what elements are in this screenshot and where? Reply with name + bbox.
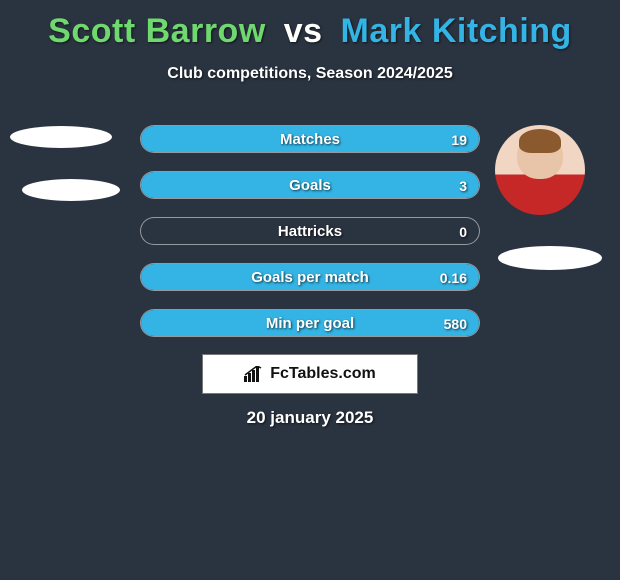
stat-bar-value-right: 3 bbox=[459, 172, 467, 199]
player2-name: Mark Kitching bbox=[341, 12, 572, 50]
stat-bars: Matches19 Goals3 Hattricks0 Goals per match… bbox=[140, 125, 480, 355]
stat-bar: Goals3 bbox=[140, 171, 480, 199]
stat-bar-label: Matches bbox=[141, 126, 479, 153]
stat-bar-value-right: 0.16 bbox=[440, 264, 467, 291]
player1-name: Scott Barrow bbox=[48, 12, 266, 50]
stat-bar: Goals per match0.16 bbox=[140, 263, 480, 291]
stat-bar: Min per goal580 bbox=[140, 309, 480, 337]
decorative-ellipse bbox=[10, 126, 112, 148]
decorative-ellipse bbox=[498, 246, 602, 270]
player2-avatar bbox=[495, 125, 585, 215]
stat-bar-label: Min per goal bbox=[141, 310, 479, 337]
stat-bar-value-right: 19 bbox=[451, 126, 467, 153]
stat-bar-label: Goals per match bbox=[141, 264, 479, 291]
brand-text: FcTables.com bbox=[270, 365, 376, 383]
stat-bar-value-right: 580 bbox=[444, 310, 467, 337]
stat-bar-label: Goals bbox=[141, 172, 479, 199]
date-label: 20 january 2025 bbox=[0, 408, 620, 428]
stat-bar: Hattricks0 bbox=[140, 217, 480, 245]
decorative-ellipse bbox=[22, 179, 120, 201]
comparison-title: Scott Barrow vs Mark Kitching bbox=[0, 0, 620, 51]
subtitle: Club competitions, Season 2024/2025 bbox=[0, 65, 620, 83]
stat-bar-label: Hattricks bbox=[141, 218, 479, 245]
stat-bar-value-right: 0 bbox=[459, 218, 467, 245]
stat-bar: Matches19 bbox=[140, 125, 480, 153]
brand-badge: FcTables.com bbox=[202, 354, 418, 394]
chart-icon bbox=[244, 366, 264, 382]
vs-label: vs bbox=[284, 12, 323, 50]
